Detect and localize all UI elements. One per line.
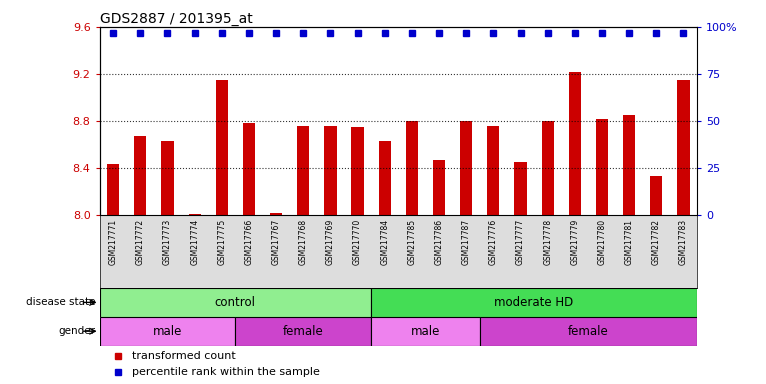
Text: GSM217782: GSM217782	[652, 219, 661, 265]
Bar	[188, 214, 201, 215]
Text: GSM217779: GSM217779	[571, 219, 579, 265]
Text: GSM217770: GSM217770	[353, 219, 362, 265]
Bar	[372, 317, 480, 346]
Bar	[162, 141, 174, 215]
Text: GSM217780: GSM217780	[597, 219, 607, 265]
Text: GSM217775: GSM217775	[218, 219, 226, 265]
Text: GDS2887 / 201395_at: GDS2887 / 201395_at	[100, 12, 252, 26]
Text: female: female	[283, 325, 324, 338]
Text: GSM217766: GSM217766	[244, 219, 254, 265]
Bar	[100, 317, 235, 346]
Bar	[216, 80, 228, 215]
Bar	[243, 123, 255, 215]
Bar	[107, 164, 119, 215]
Bar	[487, 126, 499, 215]
Bar	[623, 115, 635, 215]
Text: GSM217783: GSM217783	[679, 219, 688, 265]
Text: male: male	[152, 325, 182, 338]
Text: GSM217768: GSM217768	[299, 219, 308, 265]
Text: transformed count: transformed count	[133, 351, 236, 361]
Text: GSM217776: GSM217776	[489, 219, 498, 265]
Text: male: male	[411, 325, 440, 338]
Bar	[650, 176, 663, 215]
Bar	[235, 317, 372, 346]
Text: GSM217787: GSM217787	[462, 219, 471, 265]
Bar	[542, 121, 554, 215]
Bar	[515, 162, 527, 215]
Text: female: female	[568, 325, 609, 338]
Text: GSM217777: GSM217777	[516, 219, 525, 265]
Bar	[596, 119, 608, 215]
Text: moderate HD: moderate HD	[495, 296, 574, 309]
Text: GSM217786: GSM217786	[434, 219, 444, 265]
Bar	[324, 126, 336, 215]
Bar	[100, 288, 372, 317]
Bar	[568, 71, 581, 215]
Bar	[270, 213, 282, 215]
Text: GSM217784: GSM217784	[380, 219, 389, 265]
Text: disease state: disease state	[26, 297, 96, 308]
Bar	[352, 127, 364, 215]
Bar	[378, 141, 391, 215]
Text: GSM217771: GSM217771	[109, 219, 118, 265]
Text: GSM217781: GSM217781	[624, 219, 633, 265]
Text: percentile rank within the sample: percentile rank within the sample	[133, 366, 320, 377]
Bar	[677, 80, 689, 215]
Bar	[134, 136, 146, 215]
Bar	[460, 121, 473, 215]
Text: GSM217778: GSM217778	[543, 219, 552, 265]
Text: GSM217785: GSM217785	[408, 219, 417, 265]
Bar	[480, 317, 697, 346]
Text: control: control	[215, 296, 256, 309]
Text: GSM217773: GSM217773	[163, 219, 172, 265]
Bar	[372, 288, 697, 317]
Bar	[406, 121, 418, 215]
Text: GSM217774: GSM217774	[190, 219, 199, 265]
Bar	[297, 126, 309, 215]
Text: gender: gender	[59, 326, 96, 336]
Text: GSM217767: GSM217767	[272, 219, 280, 265]
Bar	[433, 160, 445, 215]
Text: GSM217772: GSM217772	[136, 219, 145, 265]
Text: GSM217769: GSM217769	[326, 219, 335, 265]
